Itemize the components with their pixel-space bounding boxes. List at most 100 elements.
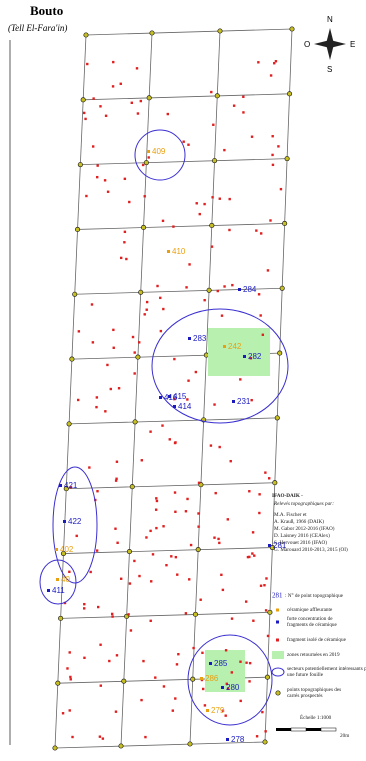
fragment bbox=[114, 710, 118, 713]
point-label: 283 bbox=[193, 334, 207, 343]
fragment bbox=[61, 712, 65, 715]
fragment bbox=[261, 710, 264, 714]
fragment bbox=[108, 659, 111, 663]
survey-point bbox=[149, 30, 155, 36]
fragment bbox=[83, 607, 86, 610]
fragment bbox=[269, 74, 273, 77]
fragment bbox=[69, 675, 72, 679]
fragment bbox=[226, 518, 230, 521]
fragment bbox=[269, 219, 272, 222]
credits: IFAO-DAIK - Relevés topographiques par: … bbox=[272, 493, 348, 553]
fragment bbox=[218, 445, 221, 449]
fragment bbox=[99, 643, 102, 646]
fragment bbox=[129, 629, 133, 632]
fragment bbox=[98, 735, 102, 738]
survey-point bbox=[66, 421, 72, 427]
fragment bbox=[123, 230, 127, 234]
fragment bbox=[173, 491, 177, 494]
fragment bbox=[201, 687, 205, 691]
fragment bbox=[159, 296, 162, 300]
point-label: 279 bbox=[211, 706, 225, 715]
topo-point bbox=[268, 544, 271, 547]
fragment bbox=[115, 654, 119, 657]
fragment bbox=[255, 735, 259, 738]
fragment bbox=[231, 283, 234, 287]
survey-point bbox=[77, 162, 83, 168]
fragment bbox=[263, 584, 266, 587]
fragment bbox=[101, 737, 105, 740]
scale-end: 20m bbox=[340, 733, 349, 739]
fragment bbox=[114, 479, 118, 482]
fragment bbox=[194, 370, 198, 374]
fragment bbox=[156, 284, 159, 288]
fragment bbox=[128, 200, 131, 204]
survey-point bbox=[135, 354, 141, 360]
fragment bbox=[111, 615, 114, 618]
survey-point bbox=[126, 548, 133, 555]
fragment bbox=[83, 602, 86, 606]
fragment bbox=[95, 405, 98, 409]
compass-needle bbox=[314, 40, 346, 48]
fragment bbox=[155, 526, 158, 530]
fragment bbox=[273, 62, 276, 65]
fragment bbox=[211, 196, 214, 199]
fragment bbox=[228, 197, 231, 201]
fragment bbox=[174, 697, 177, 700]
survey-point bbox=[129, 484, 135, 490]
topo-point bbox=[243, 355, 246, 358]
fragment bbox=[151, 553, 155, 556]
fragment bbox=[188, 263, 191, 266]
legend-label: forte concentration de fragments de céram… bbox=[287, 615, 338, 628]
fragment bbox=[110, 612, 114, 616]
fragment bbox=[212, 123, 215, 126]
fragment bbox=[99, 105, 102, 108]
grid-line bbox=[54, 34, 87, 749]
topo-point bbox=[167, 250, 170, 253]
fragment bbox=[71, 735, 74, 739]
fragment bbox=[242, 111, 245, 114]
fragment bbox=[127, 613, 130, 616]
credit-line: S. Hervouet 2016 (IFAO) bbox=[274, 539, 327, 546]
survey-point bbox=[289, 26, 295, 32]
topo-point bbox=[173, 405, 176, 408]
fragment bbox=[192, 646, 195, 650]
fragment bbox=[264, 471, 267, 474]
fragment bbox=[249, 357, 253, 360]
legend: 281 : N° de point topographique céramiqu… bbox=[271, 592, 366, 699]
legend-symbol bbox=[276, 620, 279, 624]
fragment bbox=[123, 177, 127, 181]
grid-line bbox=[63, 547, 273, 554]
fragment bbox=[143, 195, 146, 198]
fragment bbox=[147, 156, 150, 159]
fragment bbox=[214, 491, 217, 495]
fragment bbox=[274, 60, 278, 63]
point-label: 421 bbox=[64, 481, 78, 490]
fragment bbox=[109, 387, 112, 391]
credit-line: D. Laisney 2016 (CEAlex) bbox=[274, 532, 330, 539]
topo-point bbox=[147, 150, 150, 153]
fragment bbox=[246, 555, 250, 559]
fragment bbox=[217, 537, 220, 541]
fragment bbox=[226, 687, 230, 690]
fragment bbox=[106, 363, 109, 367]
fragment bbox=[133, 372, 136, 375]
fragment bbox=[216, 289, 219, 293]
survey-point bbox=[118, 743, 124, 749]
topo-point bbox=[238, 288, 241, 291]
compass: N S E O bbox=[304, 15, 355, 74]
grid-line bbox=[85, 28, 293, 36]
fragment bbox=[144, 735, 147, 739]
fragment bbox=[210, 245, 214, 248]
sector bbox=[134, 129, 186, 181]
fragment bbox=[248, 661, 252, 665]
scale-seg bbox=[276, 728, 291, 731]
fragment bbox=[244, 600, 248, 603]
topo-point bbox=[188, 337, 191, 340]
scale-label: Échelle 1:1000 bbox=[300, 713, 332, 721]
point-label: 409 bbox=[152, 147, 166, 156]
fragment bbox=[173, 441, 177, 445]
sector bbox=[187, 634, 273, 726]
fragment bbox=[220, 573, 223, 577]
fragment bbox=[184, 510, 188, 513]
